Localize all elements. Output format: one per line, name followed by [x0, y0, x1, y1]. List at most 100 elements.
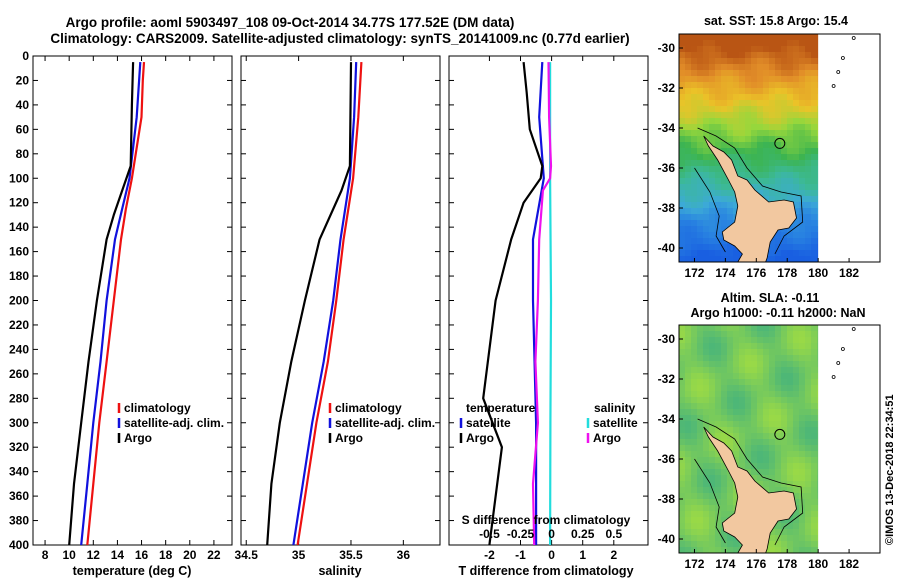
map-cell — [787, 451, 793, 457]
map-cell — [775, 523, 781, 529]
map-cell — [739, 337, 745, 343]
map-cell — [793, 415, 799, 421]
series-line-satellite-adj-clim- — [80, 62, 142, 546]
map-cell — [745, 325, 751, 331]
map-cell — [685, 220, 691, 226]
map-cell — [745, 52, 751, 58]
map-cell — [781, 94, 787, 100]
map-cell — [751, 409, 757, 415]
map-cell — [787, 106, 793, 112]
island-marker — [840, 56, 845, 60]
map-cell — [781, 250, 787, 256]
map-cell — [691, 124, 697, 130]
map-cell — [709, 517, 715, 523]
map-cell — [727, 124, 733, 130]
s-tick-label: -0.25 — [507, 527, 535, 541]
y-tick-label: 80 — [16, 147, 30, 161]
map-cell — [733, 457, 739, 463]
map-cell — [715, 421, 721, 427]
map-cell — [715, 160, 721, 166]
map-cell — [787, 373, 793, 379]
map-cell — [721, 349, 727, 355]
map-cell — [697, 130, 703, 136]
map-cell — [781, 451, 787, 457]
map-cell — [763, 94, 769, 100]
map-cell — [751, 112, 757, 118]
map-cell — [793, 433, 799, 439]
map-cell — [763, 172, 769, 178]
x-tick-label: 10 — [63, 548, 77, 562]
map-cell — [799, 517, 805, 523]
map-cell — [781, 256, 787, 262]
map-cell — [727, 535, 733, 541]
map-cell — [769, 118, 775, 124]
map-cell — [745, 64, 751, 70]
map-cell — [763, 160, 769, 166]
map-cell — [697, 142, 703, 148]
map-cell — [697, 433, 703, 439]
map-cell — [703, 463, 709, 469]
map-cell — [715, 124, 721, 130]
map-cell — [817, 256, 819, 262]
map-cell — [739, 76, 745, 82]
map-cell — [685, 76, 691, 82]
map-cell — [793, 58, 799, 64]
map-cell — [805, 130, 811, 136]
map-cell — [787, 94, 793, 100]
map-cell — [817, 184, 819, 190]
map-cell — [793, 100, 799, 106]
map-cell — [721, 34, 727, 40]
map-cell — [805, 64, 811, 70]
map-cell — [679, 487, 685, 493]
map-cell — [811, 64, 817, 70]
y-tick-label: -36 — [658, 161, 676, 175]
map-cell — [805, 505, 811, 511]
map-cell — [697, 397, 703, 403]
series-line-argo — [68, 62, 135, 546]
map-cell — [709, 529, 715, 535]
map-cell — [721, 535, 727, 541]
map-cell — [811, 256, 817, 262]
map-cell — [763, 46, 769, 52]
map-cell — [769, 166, 775, 172]
map-cell — [805, 439, 811, 445]
map-cell — [811, 505, 817, 511]
map-cell — [775, 439, 781, 445]
map-cell — [727, 202, 733, 208]
map-cell — [787, 46, 793, 52]
map-cell — [769, 385, 775, 391]
map-cell — [793, 499, 799, 505]
map-cell — [721, 196, 727, 202]
map-cell — [817, 361, 819, 367]
map-cell — [799, 46, 805, 52]
island-marker — [836, 70, 841, 74]
map-cell — [817, 541, 819, 547]
map-cell — [805, 172, 811, 178]
map-cell — [745, 433, 751, 439]
map-cell — [811, 445, 817, 451]
map-cell — [715, 469, 721, 475]
map-cell — [727, 427, 733, 433]
map-cell — [697, 337, 703, 343]
map-cell — [763, 367, 769, 373]
map-cell — [793, 409, 799, 415]
map-cell — [691, 148, 697, 154]
map-cell — [715, 457, 721, 463]
map-cell — [805, 244, 811, 250]
map-cell — [703, 361, 709, 367]
map-cell — [733, 94, 739, 100]
map-cell — [751, 64, 757, 70]
map-cell — [733, 361, 739, 367]
map-cell — [775, 481, 781, 487]
map-cell — [757, 343, 763, 349]
x-tick-label: 12 — [87, 548, 101, 562]
map-cell — [775, 469, 781, 475]
map-cell — [793, 463, 799, 469]
map-cell — [799, 463, 805, 469]
map-cell — [685, 184, 691, 190]
map-cell — [715, 46, 721, 52]
plot-frame — [240, 55, 441, 546]
map-cell — [751, 160, 757, 166]
map-cell — [697, 94, 703, 100]
